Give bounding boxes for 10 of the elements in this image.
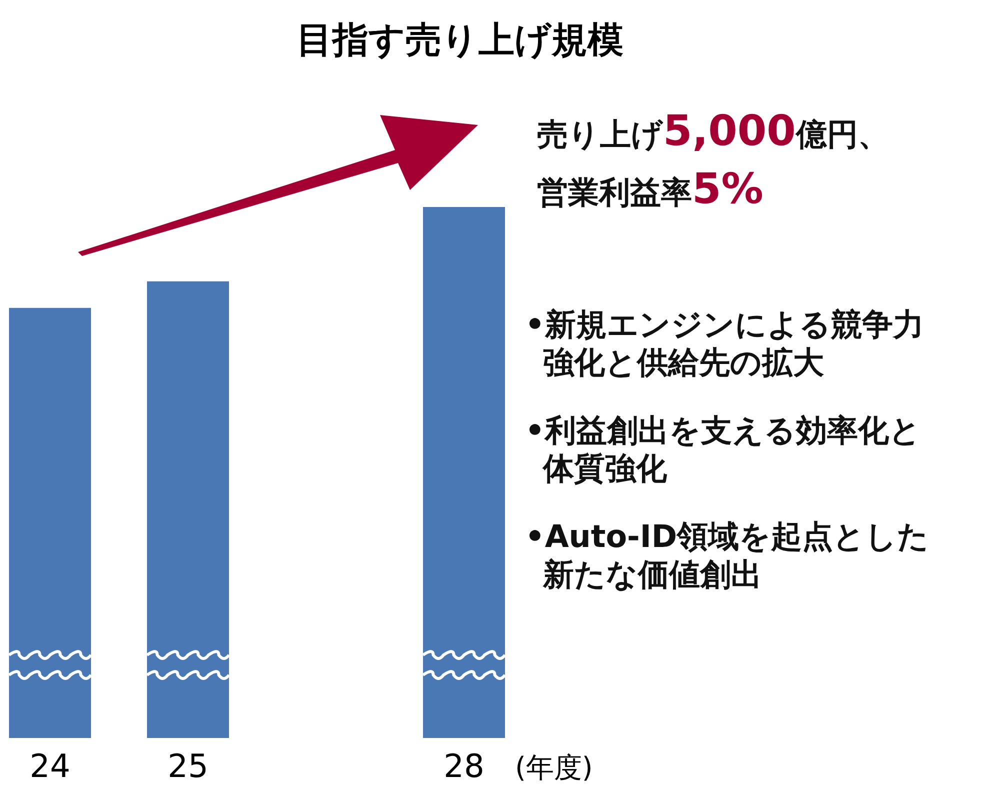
chart-title: 目指す売り上げ規模 (296, 20, 624, 61)
text: 売り上げ5,000億円、 (537, 106, 889, 155)
annotation: •新規エンジンによる競争力強化と供給先の拡大 (525, 307, 924, 381)
x-tick-label: 24 (30, 747, 70, 785)
x-axis-title: (年度) (515, 751, 593, 784)
text: 営業利益率5% (537, 164, 764, 213)
x-tick-label: 28 (444, 747, 484, 785)
x-tick-label: 25 (168, 747, 208, 785)
annotation: •利益創出を支える効率化と体質強化 (525, 413, 921, 487)
annotation: •Auto-ID領域を起点とした新たな価値創出 (525, 519, 930, 593)
